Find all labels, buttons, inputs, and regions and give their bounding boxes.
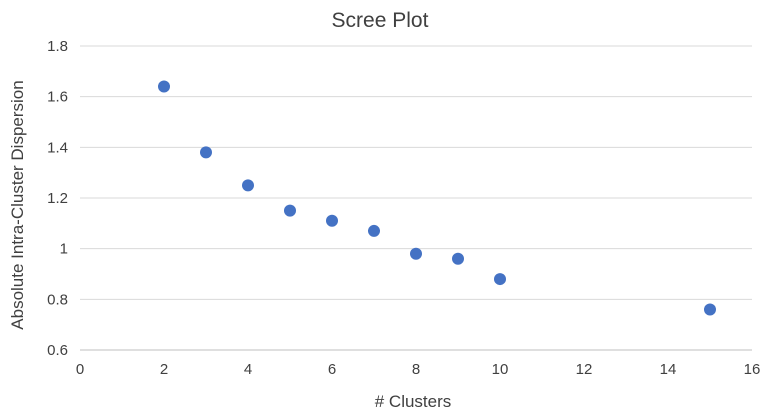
x-axis-title: # Clusters	[375, 392, 452, 411]
gridlines	[80, 45, 752, 300]
y-tick-label: 1.8	[47, 38, 68, 55]
data-points	[158, 80, 716, 316]
y-tick-labels: 0.6 0.8 1 1.2 1.4 1.6 1.8	[47, 38, 68, 359]
y-tick-label: 1.6	[47, 89, 68, 106]
y-tick-label: 1.4	[47, 139, 68, 156]
x-tick-label: 16	[744, 361, 761, 378]
data-point	[326, 214, 338, 227]
data-point	[200, 146, 212, 159]
x-tick-label: 10	[492, 361, 509, 378]
y-tick-label: 0.6	[47, 342, 68, 359]
y-tick-label: 1.2	[47, 190, 68, 207]
y-tick-label: 0.8	[47, 291, 68, 308]
y-axis-title: Absolute Intra-Cluster Dispersion	[8, 80, 27, 329]
chart-title: Scree Plot	[332, 9, 429, 32]
x-tick-label: 2	[160, 361, 168, 378]
x-tick-label: 8	[412, 361, 420, 378]
x-tick-label: 0	[76, 361, 84, 378]
x-tick-label: 4	[244, 361, 252, 378]
x-tick-labels: 0 2 4 6 8 10 12 14 16	[76, 361, 761, 378]
x-tick-label: 6	[328, 361, 336, 378]
data-point	[284, 204, 296, 217]
data-point	[494, 273, 506, 286]
x-tick-label: 14	[660, 361, 677, 378]
y-tick-label: 1	[60, 241, 68, 258]
data-point	[242, 179, 254, 192]
x-tick-label: 12	[576, 361, 593, 378]
data-point	[368, 224, 380, 237]
data-point	[158, 80, 170, 93]
data-point	[410, 247, 422, 260]
data-point	[452, 252, 464, 265]
data-point	[704, 303, 716, 316]
